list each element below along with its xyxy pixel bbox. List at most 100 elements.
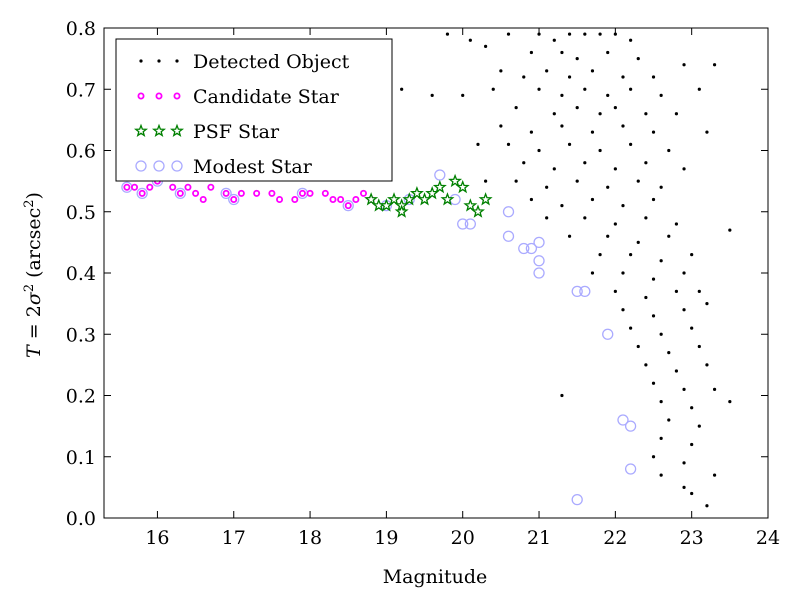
psf-star-point	[478, 192, 493, 206]
modest-star-point	[457, 218, 469, 230]
x-tick-label: 22	[603, 527, 627, 549]
detected-object-point	[651, 75, 656, 79]
x-tick-label: 19	[374, 527, 398, 549]
detected-object-point	[560, 204, 564, 208]
detected-object-point	[560, 93, 564, 97]
detected-object-point	[606, 234, 610, 238]
candidate-star-point	[230, 195, 238, 203]
detected-object-point	[682, 485, 686, 489]
psf-star-point	[440, 192, 455, 206]
candidate-star-point	[131, 183, 139, 191]
detected-object-point	[667, 351, 671, 355]
psf-star-point	[387, 192, 402, 206]
detected-object-point	[400, 87, 404, 91]
modest-star-point	[174, 187, 186, 200]
detected-object-point	[606, 50, 610, 55]
modest-star-point	[533, 236, 545, 249]
modest-star-point	[518, 242, 530, 255]
detected-object-point	[567, 75, 572, 79]
candidate-star-point	[199, 195, 207, 203]
legend-marker-detected-object	[139, 59, 143, 63]
detected-object-point	[514, 106, 518, 110]
detected-object-point	[659, 93, 663, 97]
detected-object-point	[506, 142, 511, 146]
legend-marker-candidate-star	[155, 92, 163, 100]
psf-star-point	[364, 192, 379, 206]
detected-object-point	[522, 161, 526, 165]
legend-marker-detected-object	[157, 59, 161, 63]
detected-object-point	[636, 240, 640, 244]
detected-object-point	[613, 222, 617, 226]
modest-star-point	[533, 255, 545, 267]
detected-object-point	[499, 124, 503, 128]
detected-object-point	[705, 363, 709, 367]
candidate-star-point	[222, 189, 230, 197]
legend-marker-modest-star	[153, 160, 165, 172]
detected-object-point	[529, 197, 534, 202]
detected-object-point	[644, 363, 648, 367]
detected-object-point	[621, 271, 625, 275]
y-tick-label: 0.2	[66, 386, 96, 408]
detected-object-point	[644, 295, 648, 300]
legend-label-candidate: Candidate Star	[193, 86, 340, 108]
detected-object-point	[613, 167, 617, 171]
detected-object-point	[697, 424, 701, 428]
detected-object-point	[598, 112, 602, 116]
legend-label-psf: PSF Star	[193, 121, 280, 143]
detected-object-point	[575, 106, 579, 110]
modest-star-point	[434, 169, 446, 181]
detected-object-point	[690, 491, 694, 496]
x-tick-label: 16	[145, 527, 169, 549]
detected-object-point	[583, 161, 587, 165]
candidate-star-point	[359, 189, 367, 197]
detected-object-point	[590, 271, 595, 275]
ticks: 16 17 18 19 20 21 22 23 24 0.0 0.1 0.2 0.3 0.4 0.5 0.6 0…	[66, 18, 780, 549]
y-tick-label: 0.3	[66, 324, 96, 346]
detected-object-point	[484, 179, 488, 183]
x-tick-label: 18	[298, 527, 322, 549]
legend-label-detected: Detected Object	[193, 51, 350, 73]
modest-star-point	[220, 187, 232, 200]
psf-star-point	[448, 173, 463, 188]
detected-object-point	[644, 161, 648, 165]
detected-object-point	[560, 393, 564, 398]
detected-object-point	[636, 344, 640, 349]
candidate-star-point	[169, 183, 177, 191]
modest-star-point	[136, 187, 148, 200]
y-tick-label: 0.8	[66, 18, 96, 40]
detected-object-point	[636, 57, 640, 61]
detected-object-point	[659, 473, 663, 477]
modest-star-point	[525, 242, 538, 255]
psf-star-point	[455, 179, 470, 194]
detected-object-point	[567, 234, 572, 238]
candidate-star-point	[344, 202, 352, 210]
y-tick-label: 0.4	[66, 263, 96, 285]
x-tick-label: 20	[451, 527, 475, 549]
legend-marker-candidate-star	[173, 92, 181, 100]
detected-object-point	[636, 179, 640, 183]
legend-label-modest: Modest Star	[193, 156, 313, 178]
detected-object-point	[590, 197, 595, 202]
detected-object-point	[674, 112, 679, 116]
detected-object-point	[560, 50, 564, 55]
detected-object-point	[560, 124, 564, 128]
modest-star-point	[617, 414, 629, 426]
detected-object-point	[545, 185, 549, 189]
detected-object-point	[567, 142, 572, 146]
psf-star-point	[470, 204, 485, 218]
detected-object-point	[659, 185, 663, 189]
x-tick-label: 21	[527, 527, 551, 549]
x-tick-label: 23	[680, 527, 704, 549]
detected-object-point	[629, 38, 633, 42]
modest-star-point	[464, 218, 476, 230]
detected-object-point	[667, 148, 671, 153]
detected-object-point	[476, 142, 480, 146]
detected-object-point	[651, 455, 656, 459]
modest-star-point	[502, 206, 515, 218]
detected-object-point	[651, 381, 656, 385]
detected-object-point	[629, 253, 633, 257]
legend: Detected Object Candidate Star PSF Star …	[115, 38, 393, 182]
detected-object-point	[651, 314, 656, 318]
detected-object-point	[499, 69, 503, 73]
